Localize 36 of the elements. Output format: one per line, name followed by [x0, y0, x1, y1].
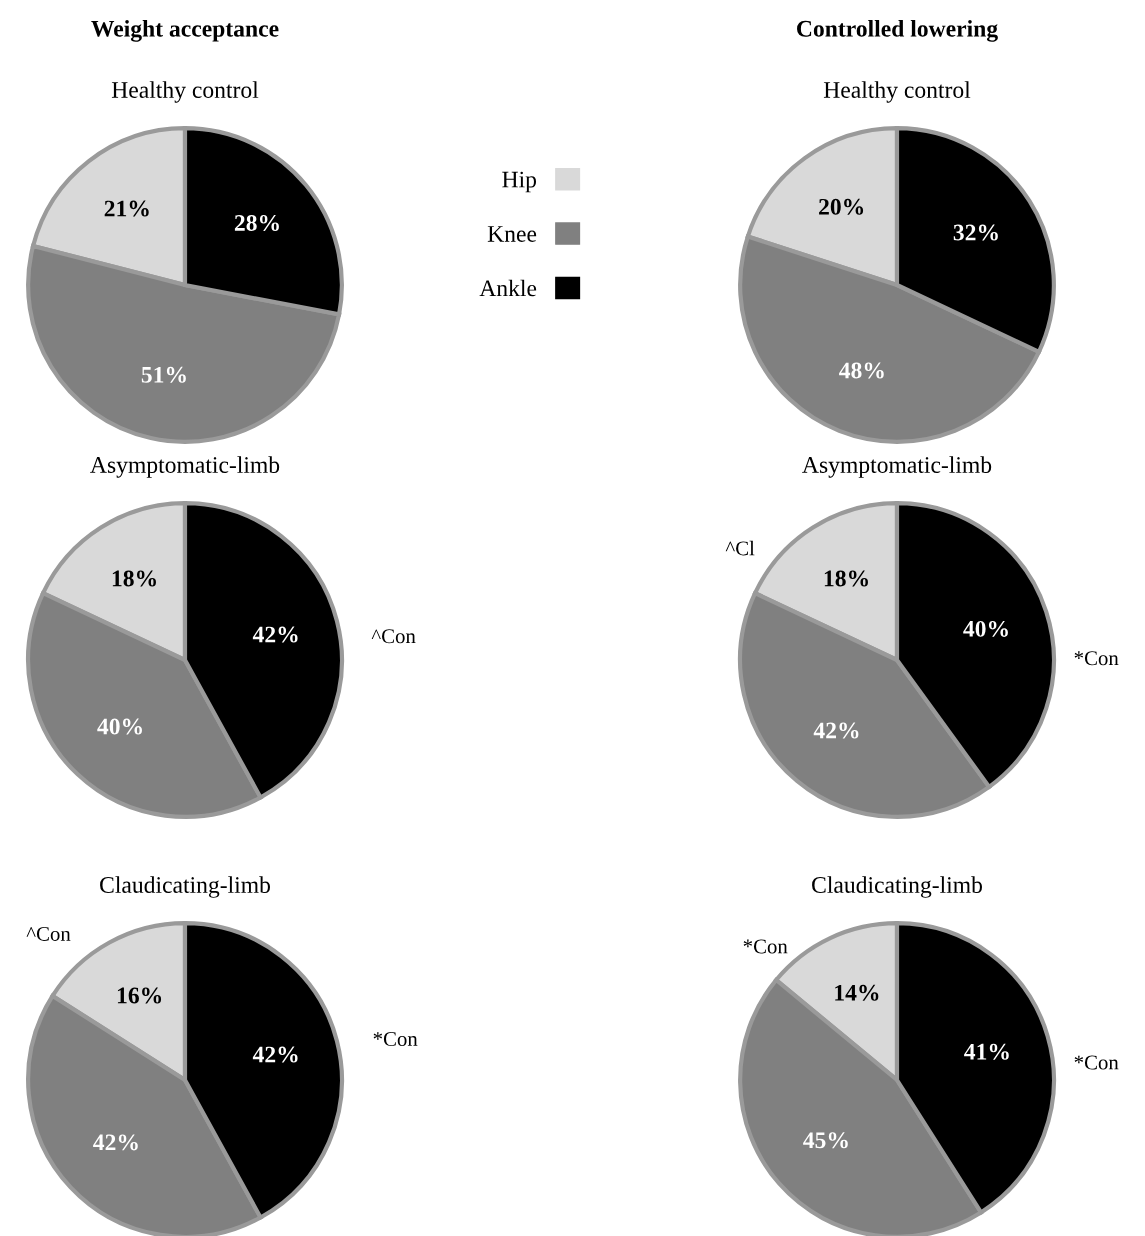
data-label: 14%: [835, 984, 879, 1001]
data-label: 28%: [234, 214, 279, 231]
data-label: 20%: [819, 198, 864, 215]
chart-title: Weight acceptance: [91, 20, 279, 42]
chart-subtitle: Healthy control: [823, 81, 971, 103]
data-label: 16%: [117, 987, 162, 1004]
text: *Con: [743, 939, 788, 954]
data-label: 40%: [963, 620, 1008, 637]
text: *Con: [1074, 1055, 1119, 1070]
legend-label: Hip: [502, 171, 537, 193]
chart-title: Controlled lowering: [797, 20, 998, 42]
legend-label: Knee: [487, 226, 537, 242]
data-label: 18%: [112, 570, 156, 587]
legend-label: Ankle: [479, 279, 537, 297]
data-label: 42%: [93, 1134, 138, 1151]
data-label: 45%: [803, 1132, 848, 1149]
chart-title: Asymptomatic-limb: [802, 456, 992, 478]
data-label: 18%: [824, 570, 868, 587]
text: *Con: [373, 1032, 418, 1046]
data-label: 32%: [953, 224, 998, 241]
text: ^Con: [26, 926, 71, 941]
text: ^Con: [371, 629, 416, 644]
chart-title: Asymptomatic-limb: [90, 456, 280, 478]
chart-subtitle: Healthy control: [111, 81, 259, 103]
data-label: 42%: [252, 1046, 298, 1063]
data-label: 41%: [964, 1043, 1009, 1060]
data-label: 40%: [97, 718, 142, 735]
data-label: 48%: [839, 362, 884, 379]
data-label: 51%: [141, 366, 186, 383]
data-label: 42%: [252, 626, 298, 643]
chart-title: Claudicating-limb: [812, 876, 982, 898]
data-label: 21%: [104, 200, 149, 217]
chart-title: Claudicating-limb: [100, 876, 270, 898]
text: ^Cl: [725, 540, 755, 556]
text: *Con: [1074, 651, 1119, 666]
data-label: 42%: [813, 722, 859, 739]
